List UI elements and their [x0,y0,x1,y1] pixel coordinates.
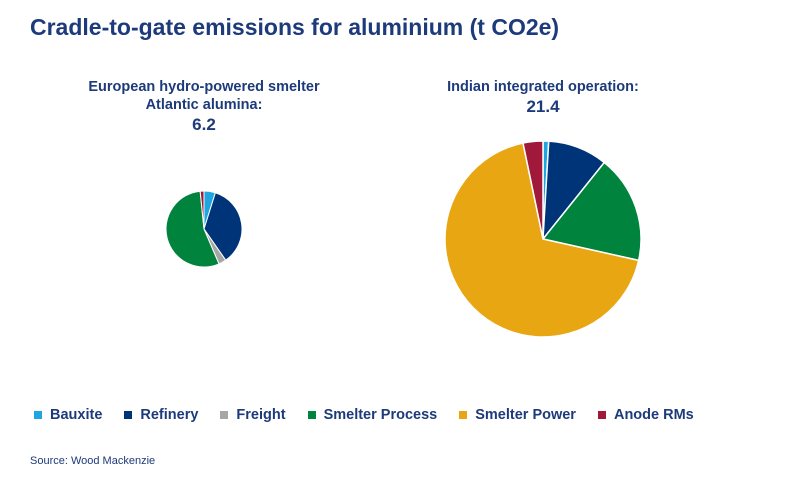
legend-label: Smelter Power [475,407,576,423]
legend-item: Smelter Power [459,407,576,423]
pie-slice-refinery [203,192,243,261]
pie-slice-smelter-power [444,142,640,338]
legend-label: Smelter Process [323,407,438,423]
legend-label: Refinery [140,407,199,423]
legend-swatch [124,411,133,419]
pie-label-indian: Indian integrated operation: 21.4 [413,78,673,116]
legend-swatch [459,411,468,419]
legend-label: Bauxite [50,407,103,423]
legend: Bauxite Refinery Freight Smelter Process Sme… [34,407,694,423]
pie-slice-anode-rms [199,190,205,230]
legend-swatch [34,411,42,419]
legend-swatch [597,411,606,419]
legend-item: Smelter Process [307,407,438,423]
pie-label-european: European hydro-powered smelter Atlantic … [84,78,324,134]
pie-slice-smelter-process [541,161,642,262]
legend-label: Anode RMs [613,407,694,423]
legend-swatch [307,411,316,419]
source-note: Source: Wood Mackenzie [30,455,156,467]
pie-total: 21.4 [526,97,560,116]
legend-label: Freight [236,407,286,423]
legend-swatch [220,411,229,419]
chart-title: Cradle-to-gate emissions for aluminium (… [30,14,560,40]
pie-title: European hydro-powered smelter Atlantic … [88,79,320,113]
legend-item: Freight [220,407,286,423]
pie-slice-anode-rms [522,140,544,240]
pie-title: Indian integrated operation: [447,79,639,95]
legend-item: Refinery [124,407,198,423]
pie-slice-smelter-process [165,190,220,268]
pie-total: 6.2 [192,115,216,134]
legend-item: Anode RMs [597,407,694,423]
legend-item: Bauxite [34,407,102,423]
